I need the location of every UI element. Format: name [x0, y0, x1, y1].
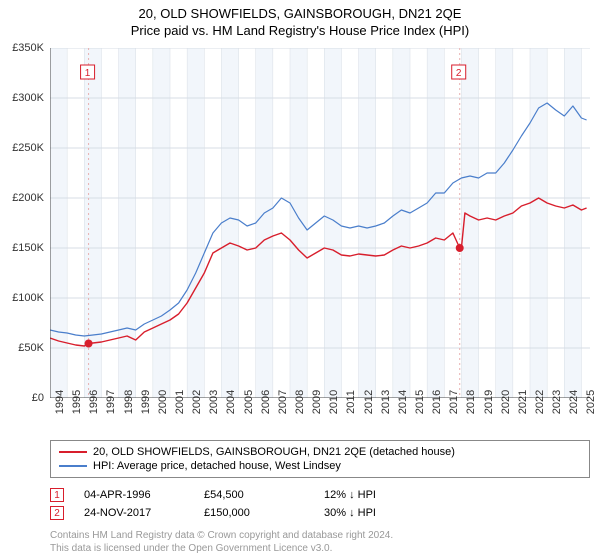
y-axis-label: £250K [12, 142, 44, 154]
x-axis-label: 2012 [363, 390, 375, 414]
x-axis-label: 2007 [277, 390, 289, 414]
marker-row-2: 2 24-NOV-2017 £150,000 30% ↓ HPI [50, 504, 424, 522]
y-axis-label: £200K [12, 192, 44, 204]
marker-date-2: 24-NOV-2017 [84, 507, 184, 519]
y-axis-label: £0 [32, 392, 44, 404]
chart-area: 12 £0£50K£100K£150K£200K£250K£300K£350K1… [50, 48, 590, 398]
x-axis-label: 1994 [54, 390, 66, 414]
y-axis-label: £350K [12, 42, 44, 54]
x-axis-label: 2004 [225, 390, 237, 414]
x-axis-label: 2003 [208, 390, 220, 414]
x-axis-label: 2025 [585, 390, 597, 414]
y-axis-label: £50K [18, 342, 44, 354]
x-axis-label: 1999 [140, 390, 152, 414]
chart-svg: 12 [50, 48, 590, 398]
x-axis-label: 2020 [500, 390, 512, 414]
x-axis-label: 2016 [431, 390, 443, 414]
attribution-line-1: Contains HM Land Registry data © Crown c… [50, 530, 393, 543]
legend-row: HPI: Average price, detached house, West… [59, 459, 581, 473]
marker-price-2: £150,000 [204, 507, 304, 519]
marker-badge-2: 2 [50, 506, 64, 520]
x-axis-label: 1998 [123, 390, 135, 414]
x-axis-label: 2009 [311, 390, 323, 414]
x-axis-label: 2010 [328, 390, 340, 414]
x-axis-label: 2014 [397, 390, 409, 414]
legend-label-0: 20, OLD SHOWFIELDS, GAINSBOROUGH, DN21 2… [93, 446, 455, 458]
y-axis-label: £100K [12, 292, 44, 304]
markers-table: 1 04-APR-1996 £54,500 12% ↓ HPI 2 24-NOV… [50, 486, 424, 522]
marker-date-1: 04-APR-1996 [84, 489, 184, 501]
marker-badge-1: 1 [50, 488, 64, 502]
x-axis-label: 2023 [551, 390, 563, 414]
svg-text:1: 1 [85, 68, 91, 79]
y-axis-label: £300K [12, 92, 44, 104]
title-sub: Price paid vs. HM Land Registry's House … [0, 23, 600, 38]
x-axis-label: 2024 [568, 390, 580, 414]
marker-row-1: 1 04-APR-1996 £54,500 12% ↓ HPI [50, 486, 424, 504]
x-axis-label: 2008 [294, 390, 306, 414]
attribution-line-2: This data is licensed under the Open Gov… [50, 543, 393, 556]
marker-delta-1: 12% ↓ HPI [324, 489, 424, 501]
x-axis-label: 2019 [483, 390, 495, 414]
legend-row: 20, OLD SHOWFIELDS, GAINSBOROUGH, DN21 2… [59, 445, 581, 459]
legend-swatch-1 [59, 465, 87, 467]
titles: 20, OLD SHOWFIELDS, GAINSBOROUGH, DN21 2… [0, 0, 600, 38]
marker-delta-2: 30% ↓ HPI [324, 507, 424, 519]
x-axis-label: 2013 [380, 390, 392, 414]
x-axis-label: 2017 [448, 390, 460, 414]
x-axis-label: 2005 [243, 390, 255, 414]
svg-text:2: 2 [456, 68, 462, 79]
legend-box: 20, OLD SHOWFIELDS, GAINSBOROUGH, DN21 2… [50, 440, 590, 478]
marker-price-1: £54,500 [204, 489, 304, 501]
chart-container: 20, OLD SHOWFIELDS, GAINSBOROUGH, DN21 2… [0, 0, 600, 560]
y-axis-label: £150K [12, 242, 44, 254]
x-axis-label: 2011 [345, 390, 357, 414]
legend-swatch-0 [59, 451, 87, 453]
x-axis-label: 1995 [71, 390, 83, 414]
x-axis-label: 2015 [414, 390, 426, 414]
x-axis-label: 2006 [260, 390, 272, 414]
title-main: 20, OLD SHOWFIELDS, GAINSBOROUGH, DN21 2… [0, 6, 600, 21]
x-axis-label: 2000 [157, 390, 169, 414]
x-axis-label: 2018 [465, 390, 477, 414]
x-axis-label: 2022 [534, 390, 546, 414]
x-axis-label: 2021 [517, 390, 529, 414]
legend-label-1: HPI: Average price, detached house, West… [93, 460, 341, 472]
x-axis-label: 1996 [88, 390, 100, 414]
attribution: Contains HM Land Registry data © Crown c… [50, 530, 393, 555]
x-axis-label: 2001 [174, 390, 186, 414]
x-axis-label: 2002 [191, 390, 203, 414]
x-axis-label: 1997 [105, 390, 117, 414]
